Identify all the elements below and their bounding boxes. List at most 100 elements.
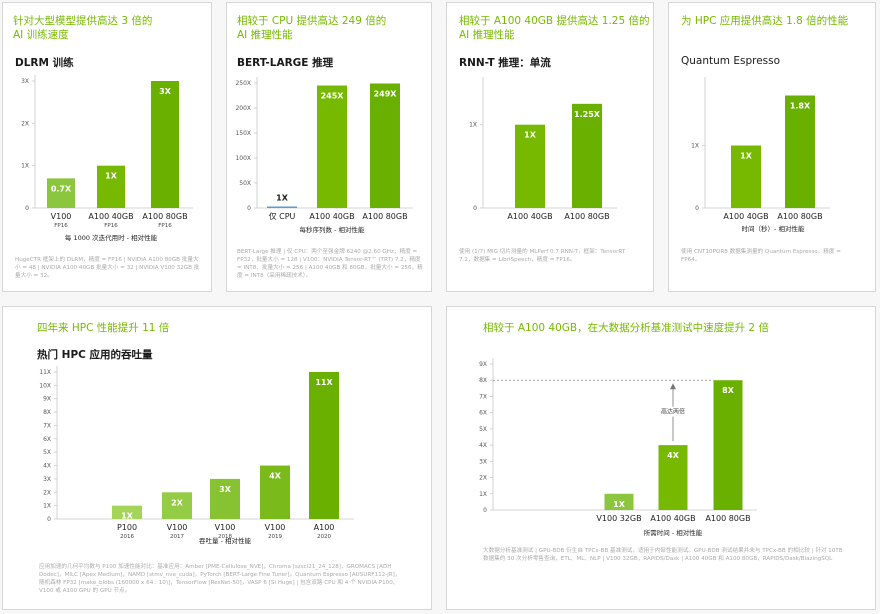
y-tick-label: 9X bbox=[479, 361, 487, 368]
x-category-sublabel: 2017 bbox=[170, 534, 184, 540]
bar-chart: 0 1X 2X 3X 0.7X V100 FP16 1X A100 40GB FP16 3X A100… bbox=[21, 75, 193, 242]
y-tick-label: 4X bbox=[43, 463, 51, 470]
bar-chart: 0 1X 2X 3X 4X 5X 6X 7X 8X 9X 10X 11X 1X P100 2016 2X V10… bbox=[39, 366, 354, 545]
bar bbox=[151, 81, 179, 208]
footnote: BERT-Large 推理 | 仅 CPU：两个至强金牌 6240 @2.60 … bbox=[237, 249, 423, 279]
card-title: 相较于 A100 40GB，在大数据分析基准测试中速度提升 2 倍 bbox=[483, 322, 769, 334]
card-title: 相较于 CPU 提供高达 249 倍的 AI 推理性能 bbox=[237, 15, 387, 41]
x-axis-title: 时间（秒）- 相对性能 bbox=[742, 224, 805, 233]
bar bbox=[317, 85, 347, 208]
x-category-label: A100 40GB bbox=[88, 212, 133, 221]
chart-card-bigdata: 相较于 A100 40GB，在大数据分析基准测试中速度提升 2 倍 0 1X 2X 3… bbox=[446, 306, 876, 610]
y-tick-label: 1X bbox=[21, 163, 29, 170]
bar bbox=[210, 478, 240, 519]
card-title: 四年来 HPC 性能提升 11 倍 bbox=[37, 322, 170, 334]
y-tick-label: 3X bbox=[479, 458, 487, 465]
bar-value-label: 11X bbox=[315, 378, 333, 387]
bar bbox=[309, 372, 339, 519]
bar bbox=[162, 492, 192, 519]
x-axis-title: 每 1000 次迭代用时 - 相对性能 bbox=[65, 233, 158, 242]
x-category-label: A100 40GB bbox=[507, 212, 552, 221]
y-tick-label: 0 bbox=[483, 507, 487, 514]
bar bbox=[572, 103, 602, 208]
footnote: 应用加速的几何平均数与 P100 加速性能对比：基准应用：Amber [PME-… bbox=[39, 564, 401, 594]
x-category-sublabel: 2019 bbox=[268, 534, 282, 540]
y-tick-label: 2X bbox=[43, 489, 51, 496]
y-tick-label: 5X bbox=[43, 449, 51, 456]
bar-chart: 0 1X 1X A100 40GB 1.8X A100 80GB 时间（秒）- 相对性能 bbox=[691, 77, 830, 233]
card-subtitle: DLRM 训练 bbox=[15, 57, 74, 69]
x-category-label: A100 40GB bbox=[723, 212, 768, 221]
bar bbox=[112, 505, 142, 519]
x-category-label: A100 40GB bbox=[309, 212, 354, 221]
y-tick-label: 1X bbox=[479, 491, 487, 498]
bar-chart: 0 50X 100X 150X 200X 250X 1X 仅 CPU 245X A100 40GB… bbox=[235, 77, 413, 234]
bar bbox=[604, 493, 634, 510]
bar bbox=[260, 465, 290, 519]
y-tick-label: 1X bbox=[469, 122, 477, 129]
x-category-label: A100 80GB bbox=[777, 212, 822, 221]
y-tick-label: 7X bbox=[43, 422, 51, 429]
y-tick-label: 2X bbox=[21, 120, 29, 127]
x-category-sublabel: 2018 bbox=[218, 534, 232, 540]
y-tick-label: 10X bbox=[39, 382, 51, 389]
chart-card-quantum: 为 HPC 应用提供高达 1.8 倍的性能 Quantum Espresso 0… bbox=[668, 2, 876, 292]
bar-value-label: 3X bbox=[159, 87, 172, 96]
x-axis-title: 所需时间 - 相对性能 bbox=[644, 528, 703, 537]
y-tick-label: 50X bbox=[239, 180, 251, 187]
chart-card-hpc: 四年来 HPC 性能提升 11 倍 热门 HPC 应用的吞吐量 0 1X 2X 3X 4… bbox=[2, 306, 432, 610]
x-category-sublabel: FP16 bbox=[54, 223, 68, 229]
x-category-label: A100 40GB bbox=[650, 514, 695, 523]
x-category-label: P100 bbox=[117, 523, 137, 532]
y-tick-label: 11X bbox=[39, 369, 51, 376]
bar bbox=[267, 206, 297, 208]
x-category-label: V100 bbox=[167, 523, 188, 532]
x-category-label: A100 bbox=[314, 523, 335, 532]
y-tick-label: 8X bbox=[43, 409, 51, 416]
bar-value-label: 1X bbox=[276, 194, 289, 203]
bar-value-label: 249X bbox=[374, 90, 398, 99]
card-subtitle: Quantum Espresso bbox=[681, 55, 781, 67]
chart-card-rnnt: 相较于 A100 40GB 提供高达 1.25 倍的 AI 推理性能 RNN-T… bbox=[446, 2, 654, 292]
x-category-label: V100 bbox=[215, 523, 236, 532]
bar bbox=[370, 83, 400, 208]
y-tick-label: 2X bbox=[479, 475, 487, 482]
bar bbox=[97, 165, 125, 208]
y-tick-label: 6X bbox=[479, 410, 487, 417]
bar-value-label: 245X bbox=[321, 92, 345, 101]
y-tick-label: 3X bbox=[21, 78, 29, 85]
bar-value-label: 1X bbox=[105, 172, 118, 181]
x-category-label: A100 80GB bbox=[142, 212, 187, 221]
x-axis-title: 每秒序列数 - 相对性能 bbox=[300, 225, 365, 234]
x-category-label: V100 bbox=[51, 212, 72, 221]
y-tick-label: 0 bbox=[25, 205, 29, 212]
bar bbox=[785, 95, 815, 208]
bar-value-label: 2X bbox=[171, 498, 184, 507]
bar-value-label: 1.8X bbox=[790, 102, 811, 111]
footnote: 使用 (1/7) MIG 切片测量的 MLPerf 0.7 RNN-T，框架：T… bbox=[459, 249, 626, 263]
bar-value-label: 1X bbox=[121, 512, 134, 521]
footnote: HugeCTR 框架上的 DLRM，精度 = FP16 | NVIDIA A10… bbox=[15, 257, 200, 279]
y-tick-label: 1X bbox=[691, 143, 699, 150]
bar-value-label: 1X bbox=[740, 152, 753, 161]
x-category-sublabel: 2020 bbox=[317, 534, 331, 540]
y-tick-label: 9X bbox=[43, 396, 51, 403]
bar-value-label: 0.7X bbox=[51, 184, 72, 193]
card-title: 相较于 A100 40GB 提供高达 1.25 倍的 AI 推理性能 bbox=[459, 15, 650, 41]
annotation-label-bg bbox=[659, 406, 687, 417]
x-category-sublabel: FP16 bbox=[104, 223, 118, 229]
x-axis-title: 吞吐量 - 相对性能 bbox=[199, 536, 251, 545]
y-tick-label: 0 bbox=[695, 205, 699, 212]
annotation-arrow-head bbox=[670, 383, 676, 390]
card-subtitle: RNN-T 推理：单流 bbox=[459, 57, 551, 69]
bar bbox=[47, 178, 75, 208]
y-tick-label: 3X bbox=[43, 476, 51, 483]
card-subtitle: BERT-LARGE 推理 bbox=[237, 57, 334, 69]
y-tick-label: 7X bbox=[479, 393, 487, 400]
bar-chart: 0 1X 1X A100 40GB 1.25X A100 80GB bbox=[469, 77, 617, 221]
y-tick-label: 1X bbox=[43, 503, 51, 510]
y-tick-label: 100X bbox=[235, 155, 251, 162]
chart-card-bert: 相较于 CPU 提供高达 249 倍的 AI 推理性能 BERT-LARGE 推… bbox=[226, 2, 432, 292]
x-category-sublabel: 2016 bbox=[120, 534, 134, 540]
footnote: 使用 CNT10POR8 数据集测量的 Quantum Espresso，精度 … bbox=[681, 249, 841, 263]
